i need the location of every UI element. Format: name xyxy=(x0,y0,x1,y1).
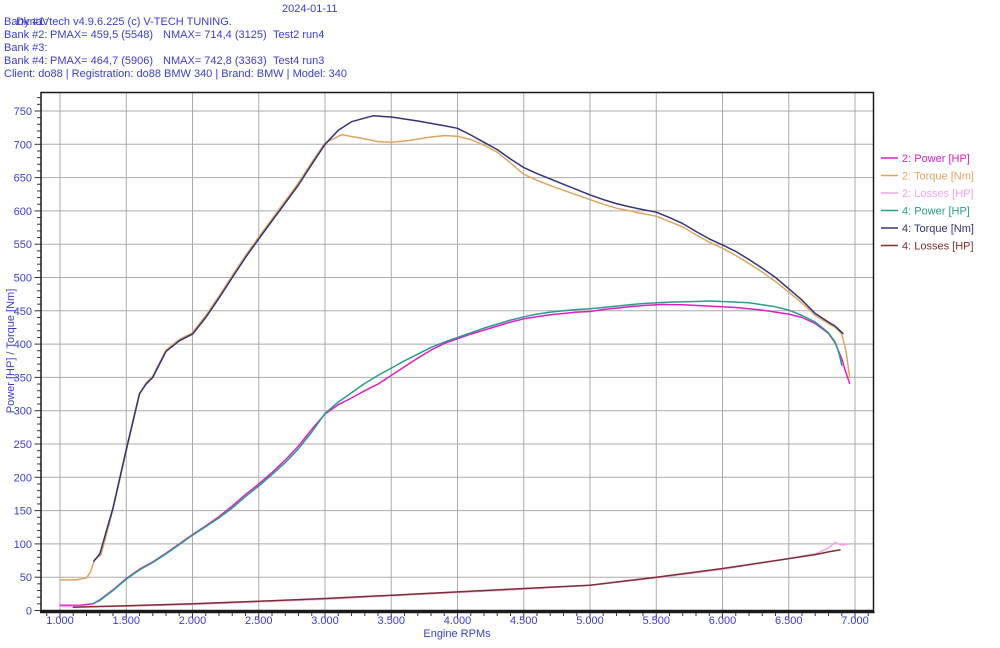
y-tick-label: 0 xyxy=(26,606,32,618)
y-tick-label: 600 xyxy=(14,206,32,218)
x-tick-label: 5.000 xyxy=(576,615,604,627)
series-4-torque-nm- xyxy=(93,115,844,562)
y-tick-label: 500 xyxy=(14,273,32,285)
x-tick-label: 4.000 xyxy=(444,615,472,627)
bank2-pmax: PMAX= 459,5 (5548) xyxy=(50,29,154,41)
title-line: DynaVtech v4.9.6.225 (c) V-TECH TUNING. … xyxy=(4,3,604,28)
bank4-line: Bank #4: PMAX= 464,7 (5906) NMAX= 742,8 … xyxy=(4,55,604,68)
legend-label: 2: Power [HP] xyxy=(902,153,970,165)
y-tick-label: 200 xyxy=(14,472,32,484)
x-tick-label: 2.000 xyxy=(179,615,207,627)
x-tick-label: 2.500 xyxy=(245,615,273,627)
legend-label: 4: Losses [HP] xyxy=(902,241,974,253)
y-tick-label: 350 xyxy=(14,372,32,384)
y-tick-label: 750 xyxy=(14,106,32,118)
client-line: Client: do88 | Registration: do88 BMW 34… xyxy=(4,68,348,80)
x-tick-label: 1.000 xyxy=(46,615,74,627)
y-tick-label: 300 xyxy=(14,406,32,418)
x-axis-label: Engine RPMs xyxy=(423,628,491,640)
legend-label: 2: Losses [HP] xyxy=(902,188,974,200)
bank1-label: Bank #1: xyxy=(4,16,48,28)
x-tick-label: 7.000 xyxy=(841,615,869,627)
legend-label: 4: Torque [Nm] xyxy=(902,223,974,235)
series-4-power-hp- xyxy=(93,300,843,604)
x-tick-label: 1.500 xyxy=(112,615,140,627)
bank2-nmax: NMAX= 714,4 (3125) xyxy=(163,29,267,41)
y-tick-label: 100 xyxy=(14,539,32,551)
bank3-label: Bank #3: xyxy=(4,42,48,54)
report-date: 2024-01-11 xyxy=(282,3,338,15)
series-2-power-hp- xyxy=(59,303,851,606)
report-header: DynaVtech v4.9.6.225 (c) V-TECH TUNING. … xyxy=(4,3,604,81)
bank4-label: Bank #4: xyxy=(4,55,48,67)
bank2-line: Bank #2: PMAX= 459,5 (5548) NMAX= 714,4 … xyxy=(4,29,604,42)
app-title: DynaVtech v4.9.6.225 (c) V-TECH TUNING. xyxy=(16,16,232,28)
x-tick-label: 3.000 xyxy=(311,615,339,627)
y-tick-label: 150 xyxy=(14,506,32,518)
x-tick-label: 3.500 xyxy=(377,615,405,627)
y-tick-label: 250 xyxy=(14,439,32,451)
series-4-losses-hp- xyxy=(72,549,841,608)
x-tick-label: 5.500 xyxy=(642,615,670,627)
bank4-test: Test4 run3 xyxy=(273,55,325,67)
legend-label: 2: Torque [Nm] xyxy=(902,171,974,183)
y-tick-label: 400 xyxy=(14,339,32,351)
legend-label: 4: Power [HP] xyxy=(902,206,970,218)
plot-border xyxy=(40,91,875,612)
y-axis-label: Power [HP] / Torque [Nm] xyxy=(5,289,17,414)
bank2-label: Bank #2: xyxy=(4,29,48,41)
bank4-pmax: PMAX= 464,7 (5906) xyxy=(50,55,154,67)
series-2-torque-nm- xyxy=(59,133,851,581)
bank3-line: Bank #3: xyxy=(4,42,604,55)
series-2-losses-hp- xyxy=(59,541,851,608)
y-tick-label: 650 xyxy=(14,173,32,185)
x-tick-label: 6.500 xyxy=(775,615,803,627)
y-tick-label: 550 xyxy=(14,239,32,251)
bank1-line: Bank #1: xyxy=(4,16,604,29)
y-tick-label: 450 xyxy=(14,306,32,318)
x-tick-label: 4.500 xyxy=(510,615,538,627)
y-tick-label: 50 xyxy=(20,572,32,584)
bank2-test: Test2 run4 xyxy=(273,29,325,41)
y-tick-label: 700 xyxy=(14,139,32,151)
bank4-nmax: NMAX= 742,8 (3363) xyxy=(163,55,267,67)
x-tick-label: 6.000 xyxy=(709,615,737,627)
